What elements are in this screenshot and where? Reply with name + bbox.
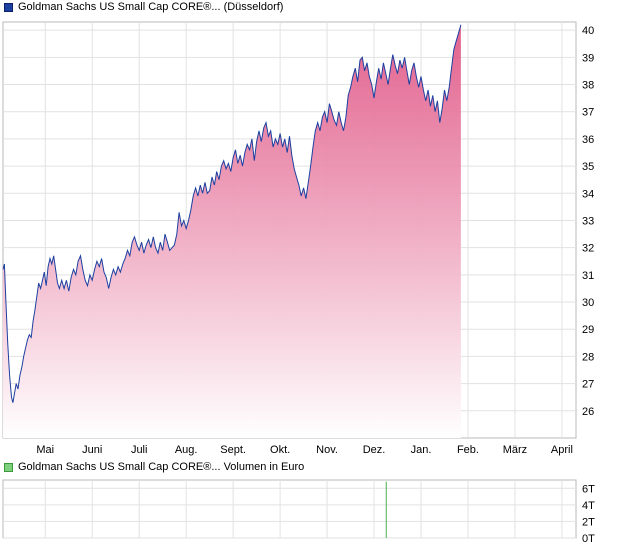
volume-y-tick-label: 4T xyxy=(582,500,595,512)
price-y-tick-label: 34 xyxy=(582,188,594,200)
price-y-tick-label: 39 xyxy=(582,52,594,64)
price-x-tick-label: Mai xyxy=(36,444,54,456)
price-y-axis: 26 27 28 29 30 31 32 33 34 35 36 37 38 39 40 xyxy=(582,25,594,418)
volume-grid xyxy=(3,480,576,539)
price-legend-label: Goldman Sachs US Small Cap CORE®... (Düs… xyxy=(18,1,284,13)
price-y-tick-label: 26 xyxy=(582,406,594,418)
price-y-tick-label: 27 xyxy=(582,379,594,391)
price-y-tick-label: 38 xyxy=(582,80,594,92)
price-panel: 26 27 28 29 30 31 32 33 34 35 36 37 38 39 40 Mai Juni Ju… xyxy=(2,21,594,456)
price-x-axis: Mai Juni Juli Aug. Sept. Okt. Nov. Dez. Jan. Feb.… xyxy=(36,444,573,456)
price-x-tick-label: März xyxy=(503,444,527,456)
price-x-tick-label: Feb. xyxy=(457,444,479,456)
price-y-tick-label: 36 xyxy=(582,134,594,146)
volume-y-axis: 0T 2T 4T 6T xyxy=(582,483,595,545)
price-y-tick-label: 29 xyxy=(582,324,594,336)
price-y-tick-label: 28 xyxy=(582,351,594,363)
price-area xyxy=(3,24,461,438)
price-x-tick-label: April xyxy=(551,444,573,456)
price-legend-swatch xyxy=(4,2,13,12)
price-line xyxy=(2,24,462,403)
price-y-tick-label: 35 xyxy=(582,161,594,173)
price-y-tick-label: 37 xyxy=(582,107,594,119)
volume-legend-label: Goldman Sachs US Small Cap CORE®... Volu… xyxy=(18,461,305,473)
price-y-tick-label: 33 xyxy=(582,215,594,227)
price-y-tick-label: 40 xyxy=(582,25,594,37)
price-x-tick-label: Jan. xyxy=(411,444,432,456)
price-x-tick-label: Juni xyxy=(82,444,102,456)
volume-y-tick-label: 0T xyxy=(582,533,595,545)
price-x-tick-label: Nov. xyxy=(316,444,338,456)
volume-plot-frame xyxy=(2,479,577,539)
price-y-tick-label: 31 xyxy=(582,270,594,282)
price-y-tick-label: 30 xyxy=(582,297,594,309)
price-x-tick-label: Dez. xyxy=(363,444,386,456)
price-legend: Goldman Sachs US Small Cap CORE®... (Düs… xyxy=(4,0,283,14)
price-x-tick-label: Juli xyxy=(131,444,148,456)
volume-legend: Goldman Sachs US Small Cap CORE®... Volu… xyxy=(4,460,304,474)
price-x-tick-label: Okt. xyxy=(270,444,290,456)
price-y-tick-label: 32 xyxy=(582,243,594,255)
volume-panel: 0T 2T 4T 6T xyxy=(2,479,595,545)
volume-y-tick-label: 2T xyxy=(582,516,595,528)
price-x-tick-label: Sept. xyxy=(220,444,246,456)
volume-y-tick-label: 6T xyxy=(582,483,595,495)
volume-legend-swatch xyxy=(4,462,13,472)
price-x-tick-label: Aug. xyxy=(175,444,198,456)
